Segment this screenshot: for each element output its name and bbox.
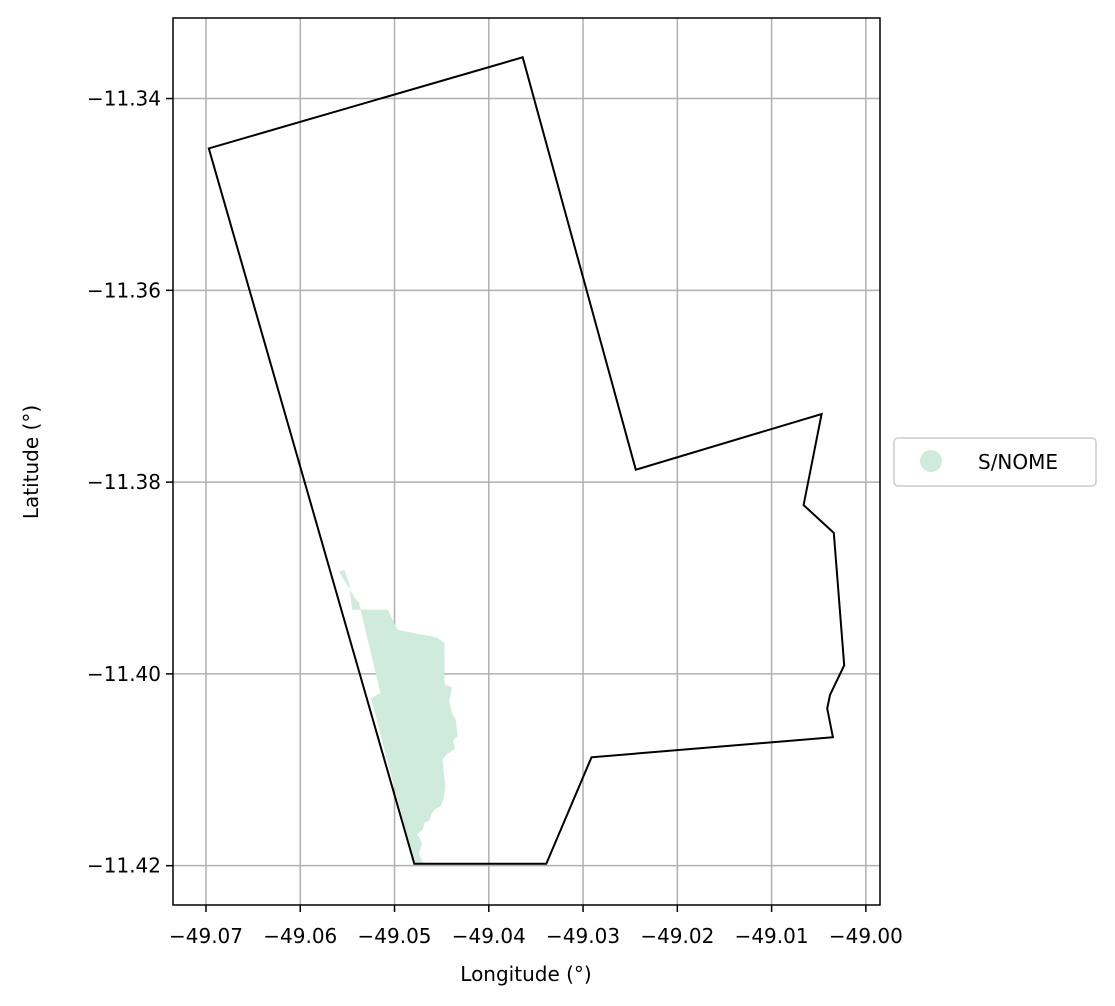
x-tick-label: −49.05: [358, 924, 432, 948]
x-tick-label: −49.06: [263, 924, 337, 948]
x-gridlines: [205, 18, 867, 905]
map-boundary: [207, 56, 846, 865]
map-features: [338, 570, 458, 864]
y-gridlines: [173, 97, 880, 867]
x-axis-ticks: −49.07 −49.06 −49.05 −49.04 −49.03 −49.02 −49.…: [169, 905, 903, 948]
legend-label-s-nome: S/NOME: [978, 450, 1058, 474]
x-axis-label: Longitude (°): [460, 962, 591, 986]
y-axis-label: Latitude (°): [19, 405, 43, 519]
y-axis-ticks: −11.34 −11.36 −11.38 −11.40 −11.42: [87, 87, 173, 878]
x-tick-label: −49.02: [640, 924, 714, 948]
boundary-outline: [207, 56, 846, 865]
legend-frame: [893, 437, 1097, 487]
plot-frame: [172, 17, 881, 906]
y-tick-label: −11.42: [87, 854, 161, 878]
x-tick-label: −49.00: [829, 924, 903, 948]
y-tick-label: −11.40: [87, 662, 161, 686]
y-tick-label: −11.34: [87, 87, 161, 111]
x-tick-label: −49.04: [452, 924, 526, 948]
legend-marker-s-nome: [920, 450, 942, 472]
legend: S/NOME: [893, 437, 1097, 487]
plot-background: [173, 18, 880, 905]
x-tick-label: −49.07: [169, 924, 243, 948]
x-tick-label: −49.01: [735, 924, 809, 948]
y-tick-label: −11.38: [87, 470, 161, 494]
y-tick-label: −11.36: [87, 278, 161, 302]
x-tick-label: −49.03: [546, 924, 620, 948]
feature-s-nome: [338, 570, 458, 864]
